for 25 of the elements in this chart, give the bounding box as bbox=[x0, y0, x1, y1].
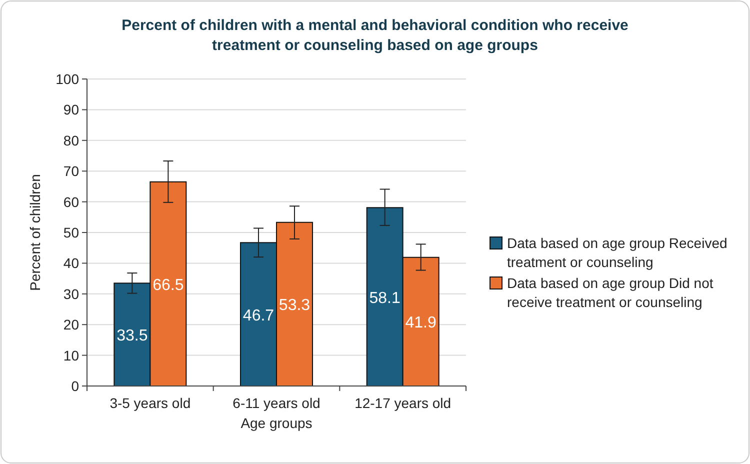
legend-label: Data based on age group Received treatment or counseling bbox=[507, 235, 728, 270]
y-tick-label: 80 bbox=[63, 132, 80, 148]
x-tick-label: 6-11 years old bbox=[232, 395, 320, 411]
data-label: 33.5 bbox=[116, 328, 148, 345]
y-tick-label: 100 bbox=[56, 71, 80, 87]
y-tick-label: 10 bbox=[63, 347, 80, 364]
data-label: 58.1 bbox=[369, 290, 401, 307]
y-tick-label: 20 bbox=[63, 316, 80, 333]
y-tick-label: 50 bbox=[63, 224, 80, 240]
x-axis-title: Age groups bbox=[240, 415, 312, 431]
y-tick-label: 0 bbox=[71, 378, 80, 394]
chart-title: Percent of children with a mental and behavioral condition who receive treatment or counseling based on age groups bbox=[122, 17, 628, 54]
y-tick-label: 40 bbox=[63, 255, 80, 272]
x-tick-label: 3-5 years old bbox=[110, 395, 191, 411]
x-tick-label: 12-17 years old bbox=[354, 395, 452, 411]
data-label: 41.9 bbox=[405, 314, 437, 332]
data-label: 53.3 bbox=[278, 297, 310, 314]
y-tick-label: 30 bbox=[63, 286, 80, 302]
y-axis-title: Percent of children bbox=[27, 174, 43, 291]
y-tick-label: 90 bbox=[63, 102, 80, 118]
data-label: 46.7 bbox=[242, 307, 274, 324]
y-tick-label: 70 bbox=[63, 163, 80, 180]
y-tick-label: 60 bbox=[63, 194, 80, 210]
data-label: 66.5 bbox=[152, 276, 184, 294]
legend-label: Data based on age group Did not receive treatment or counseling bbox=[507, 275, 714, 310]
